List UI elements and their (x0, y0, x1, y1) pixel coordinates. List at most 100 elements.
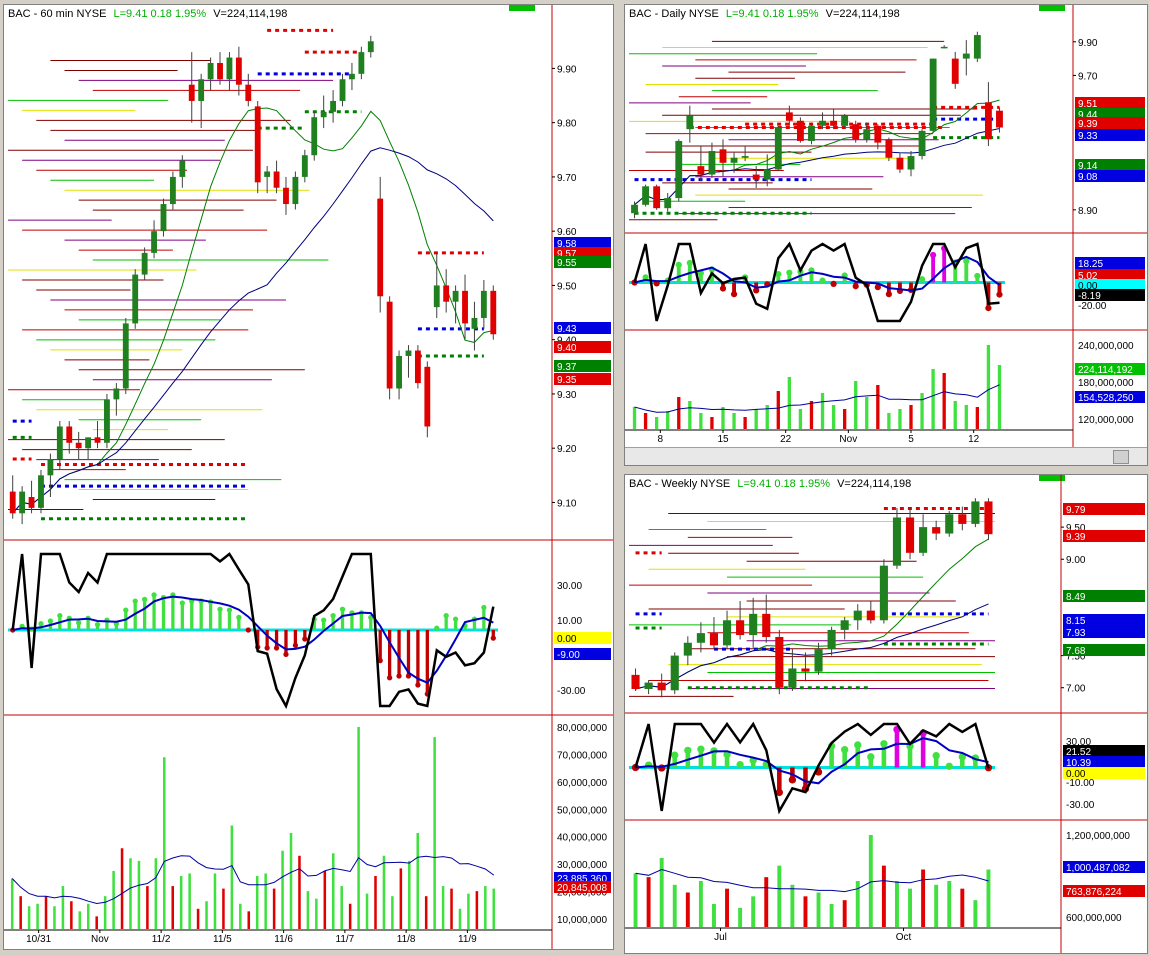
candle-body (132, 274, 139, 324)
candle-body (471, 317, 478, 329)
volume-badge-bg (1075, 391, 1145, 403)
hourly-chart-canvas[interactable]: 9.90 9.80 9.70 9.60 9.50 9.40 9.30 9.20 9.10 9.58… (4, 5, 613, 949)
osc-dot (932, 751, 940, 760)
osc-dot (736, 760, 744, 769)
time-tick-label: 11/2 (152, 934, 171, 945)
candle-body (349, 73, 355, 80)
candle-body (996, 110, 1003, 128)
price-badge: 9.14 (1078, 161, 1098, 172)
osc-badge: 10.39 (1066, 758, 1091, 769)
osc-dot (123, 607, 129, 613)
candle-body (907, 156, 915, 170)
osc-dot (819, 277, 826, 284)
osc-tick-label: -30.00 (1066, 800, 1095, 811)
osc-badge: 18.25 (1078, 259, 1103, 270)
osc-dot (217, 606, 223, 612)
candle-body (631, 204, 638, 214)
candle-body (179, 160, 186, 177)
price-badge-bg (554, 373, 611, 385)
candle-body (198, 79, 205, 101)
candle-body (892, 517, 902, 566)
candle-body (814, 649, 823, 672)
daily-header: BAC - Daily NYSE L=9.41 0.18 1.95% V=224… (629, 8, 900, 20)
candle-body (808, 125, 815, 141)
osc-dot (644, 761, 653, 769)
osc-dot (490, 635, 496, 641)
candle-body (320, 111, 327, 118)
osc-dot (686, 259, 693, 267)
osc-dot (443, 612, 449, 619)
candle-body (452, 290, 459, 302)
volume-average-line (635, 868, 989, 893)
osc-dot (47, 618, 54, 624)
volume-badge-bg (1063, 861, 1145, 873)
osc-dot (852, 283, 859, 290)
time-tick-label: 11/6 (274, 934, 293, 945)
time-tick-label: Oct (896, 932, 912, 943)
osc-dot (273, 645, 280, 651)
candle-body (962, 53, 970, 59)
candle-body (631, 674, 640, 690)
candle-body (273, 171, 280, 188)
time-tick-label: 8 (658, 434, 664, 445)
price-badge-bg (1075, 159, 1145, 171)
price-tick-label: 9.70 (557, 173, 577, 184)
osc-dot (642, 274, 649, 281)
candle-body (788, 668, 797, 688)
weekly-chart-canvas[interactable]: 9.50 9.00 7.50 7.00 9.79 9.39 8.49 8.157.93 7.68… (625, 475, 1147, 953)
osc-badge-bg (1063, 745, 1145, 757)
candle-body (840, 620, 849, 630)
price-badge: 8.15 (1066, 616, 1086, 627)
candle-body (763, 169, 771, 180)
candle-body (405, 350, 412, 356)
osc-dot (330, 612, 336, 619)
osc-dot (671, 751, 679, 759)
candle-body (675, 140, 683, 199)
osc-dot (830, 280, 837, 287)
time-tick-label: 5 (908, 434, 914, 445)
candle-body (94, 437, 101, 443)
candle-body (66, 426, 73, 443)
osc-dot (151, 592, 157, 598)
price-badge: 9.33 (1078, 131, 1098, 142)
osc-dot (945, 762, 953, 770)
daily-horizontal-scrollbar[interactable] (625, 447, 1147, 465)
scrollbar-thumb[interactable] (1113, 450, 1129, 464)
candle-body (774, 127, 782, 170)
daily-last-stat: L=9.41 0.18 1.95% (725, 8, 819, 20)
osc-dot (684, 746, 692, 755)
volume-tick-label: 240,000,000 (1078, 341, 1134, 352)
volume-tick-label: 120,000,000 (1078, 415, 1134, 426)
volume-badge-bg (554, 881, 611, 893)
osc-badge-bg (1063, 756, 1145, 768)
osc-dot (339, 606, 346, 612)
volume-badge: 23,885,360 (557, 874, 607, 885)
candle-body (19, 491, 26, 514)
weekly-chart-window[interactable]: 9.50 9.00 7.50 7.00 9.79 9.39 8.49 8.15 7.93 7.68… (624, 474, 1148, 954)
price-badge: 9.44 (1078, 110, 1098, 121)
candle-body (670, 655, 679, 691)
daily-chart-canvas[interactable]: 9.90 9.70 8.90 9.519.449.399.33 9.149.08 -20.… (625, 5, 1147, 465)
candle-body (414, 350, 421, 384)
candle-body (433, 285, 440, 308)
candle-body (929, 58, 937, 131)
price-badge-bg (554, 360, 611, 372)
osc-dot (321, 617, 327, 623)
osc-badge: 0.00 (557, 634, 577, 645)
candle-body (709, 633, 719, 646)
volume-tick-label: 30,000,000 (557, 860, 607, 871)
time-tick-label: 15 (717, 434, 729, 445)
candle-body (653, 186, 661, 209)
osc-tick-label: -10.00 (1066, 778, 1095, 789)
candle-body (38, 475, 44, 508)
candle-body (85, 437, 92, 449)
price-badge-bg (1063, 590, 1145, 602)
candle-body (971, 501, 980, 524)
daily-chart-window[interactable]: 9.90 9.70 8.90 9.51 9.44 9.39 9.33 9.14 9.08 -20.… (624, 4, 1148, 466)
osc-dot (179, 600, 185, 606)
osc-stochastic-line (633, 241, 1000, 323)
osc-badge: 5.02 (1078, 271, 1098, 282)
hourly-chart-window[interactable]: 9.90 9.80 9.70 9.60 9.50 9.40 9.30 9.20 9.10 9.58… (3, 4, 614, 950)
osc-dot (775, 271, 782, 278)
osc-signal-line (635, 737, 989, 785)
